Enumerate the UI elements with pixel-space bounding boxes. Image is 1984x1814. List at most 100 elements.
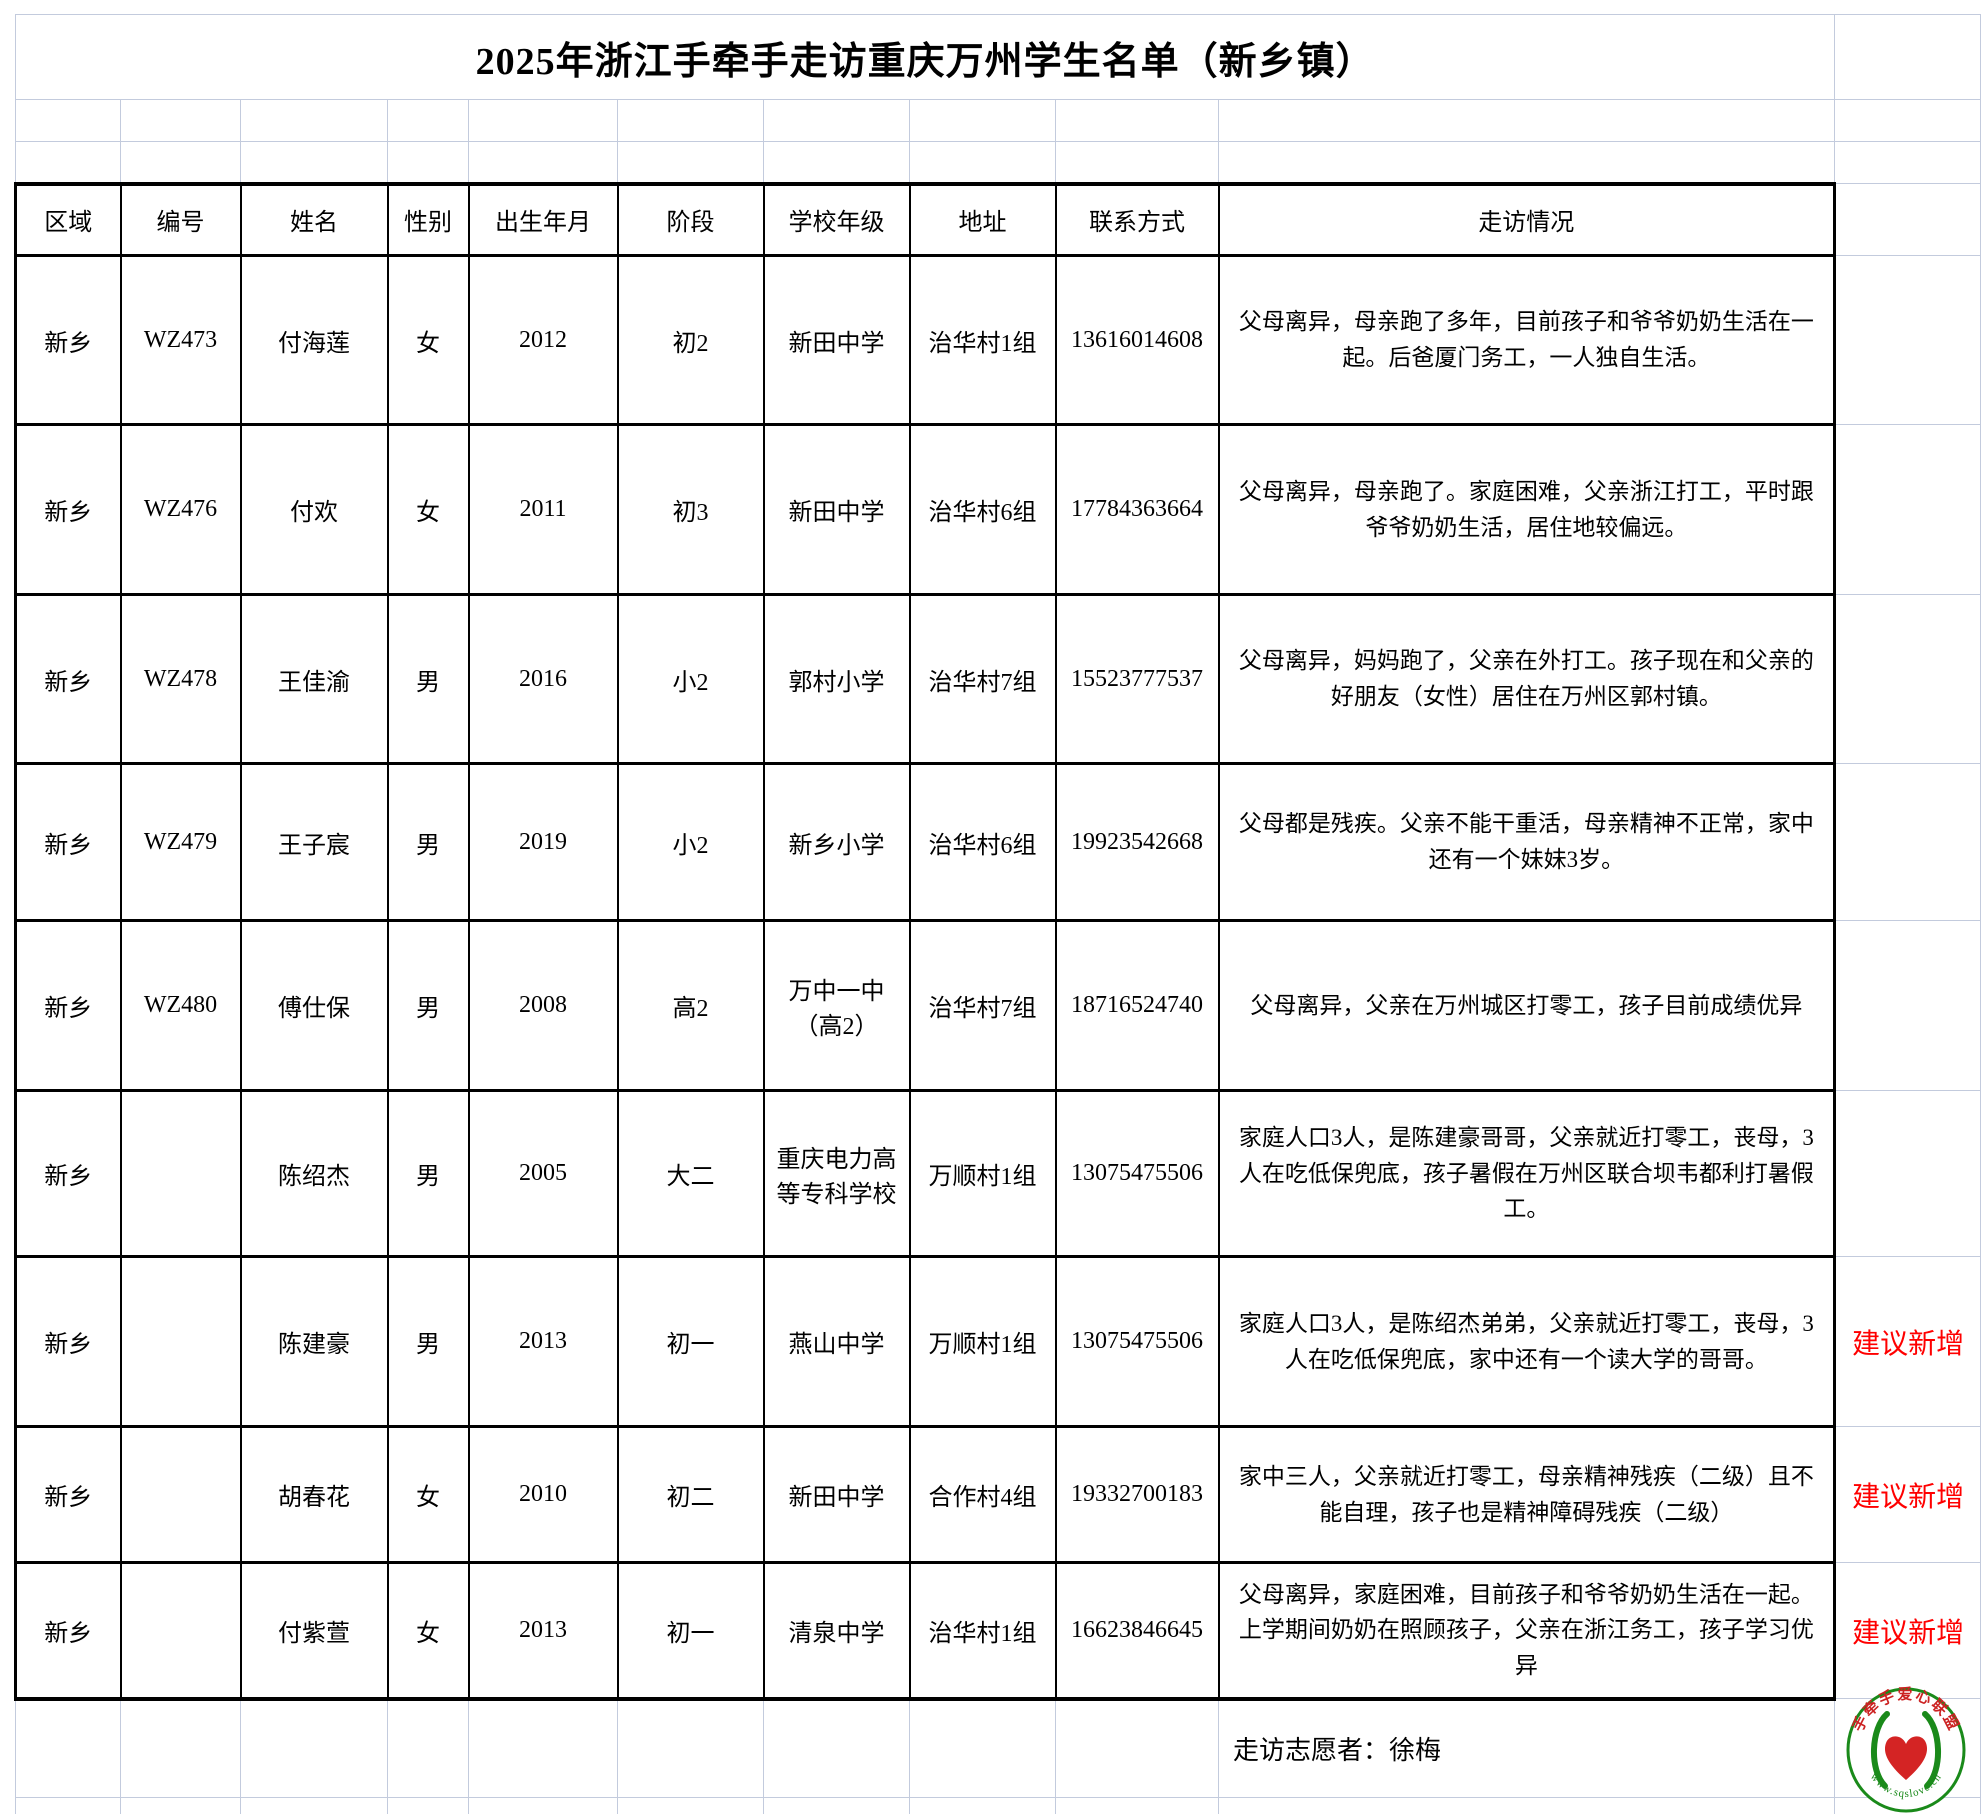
gender-cell: 男: [386, 1089, 470, 1258]
phone-cell: 18716524740: [1054, 919, 1220, 1092]
stage-cell: 小2: [616, 593, 765, 765]
empty-cell: [617, 1698, 764, 1798]
note-cell: 建议新增: [1834, 1426, 1982, 1563]
note-cell: [1834, 763, 1982, 921]
empty-cell: [617, 141, 764, 184]
empty-cell: [1834, 141, 1982, 184]
page-title: 2025年浙江手牵手走访重庆万州学生名单（新乡镇）: [14, 14, 1836, 100]
empty-cell: [1834, 99, 1982, 142]
birth-cell: 2010: [467, 1425, 619, 1564]
school-cell: 新田中学: [762, 423, 911, 596]
school-cell: 新田中学: [762, 1425, 911, 1564]
header-stage: 阶段: [616, 181, 765, 257]
header-phone: 联系方式: [1054, 181, 1220, 257]
id-cell: [119, 1089, 242, 1258]
empty-cell: [1834, 183, 1982, 256]
phone-cell: 16623846645: [1054, 1561, 1220, 1701]
phone-cell: 13075475506: [1054, 1255, 1220, 1428]
empty-cell: [909, 1797, 1056, 1814]
id-cell: WZ480: [119, 919, 242, 1092]
empty-row: [15, 141, 1982, 184]
empty-cell: [1217, 99, 1836, 142]
header-school: 学校年级: [762, 181, 911, 257]
region-cell: 新乡: [14, 1425, 122, 1564]
gender-cell: 男: [386, 762, 470, 922]
empty-cell: [1055, 1698, 1219, 1798]
note-cell: [1834, 1090, 1982, 1257]
phone-cell: 13075475506: [1054, 1089, 1220, 1258]
empty-cell: [763, 141, 910, 184]
note-cell: 建议新增: [1834, 1562, 1982, 1699]
name-cell: 胡春花: [239, 1425, 389, 1564]
table-row: 新乡 WZ479 王子宸 男 2019 小2 新乡小学 治华村6组 199235…: [14, 762, 1982, 922]
empty-cell: [120, 1797, 241, 1814]
gender-cell: 女: [386, 254, 470, 426]
empty-cell: [387, 1797, 469, 1814]
stage-cell: 初3: [616, 423, 765, 596]
table-row: 新乡 付紫萱 女 2013 初一 清泉中学 治华村1组 16623846645 …: [14, 1561, 1982, 1701]
visit-cell: 父母都是残疾。父亲不能干重活，母亲精神不正常，家中还有一个妹妹3岁。: [1217, 762, 1837, 922]
phone-cell: 17784363664: [1054, 423, 1220, 596]
birth-cell: 2012: [467, 254, 619, 426]
birth-cell: 2013: [467, 1561, 619, 1701]
table-row: 新乡 WZ478 王佳渝 男 2016 小2 郭村小学 治华村7组 155237…: [14, 593, 1982, 765]
address-cell: 合作村4组: [908, 1425, 1057, 1564]
empty-cell: [120, 99, 241, 142]
empty-cell: [468, 1797, 618, 1814]
charity-logo: 手牵手爱心联盟 www.sqslove.cn: [1845, 1685, 1967, 1814]
student-table: 2025年浙江手牵手走访重庆万州学生名单（新乡镇） 区域 编号 姓名 性别 出生…: [14, 14, 1982, 1814]
stage-cell: 初2: [616, 254, 765, 426]
region-cell: 新乡: [14, 762, 122, 922]
visit-cell: 父母离异，父亲在万州城区打零工，孩子目前成绩优异: [1217, 919, 1837, 1092]
gender-cell: 男: [386, 593, 470, 765]
empty-cell: [763, 1698, 910, 1798]
empty-cell: [15, 1797, 121, 1814]
phone-cell: 19923542668: [1054, 762, 1220, 922]
table-row: 新乡 胡春花 女 2010 初二 新田中学 合作村4组 19332700183 …: [14, 1425, 1982, 1564]
empty-row: [15, 1797, 1982, 1814]
id-cell: [119, 1425, 242, 1564]
stage-cell: 高2: [616, 919, 765, 1092]
empty-cell: [909, 1698, 1056, 1798]
gender-cell: 女: [386, 423, 470, 596]
empty-cell: [468, 1698, 618, 1798]
empty-cell: [468, 141, 618, 184]
name-cell: 付欢: [239, 423, 389, 596]
empty-cell: [15, 99, 121, 142]
address-cell: 万顺村1组: [908, 1089, 1057, 1258]
visit-cell: 父母离异，母亲跑了多年，目前孩子和爷爷奶奶生活在一起。后爸厦门务工，一人独自生活…: [1217, 254, 1837, 426]
name-cell: 王子宸: [239, 762, 389, 922]
note-cell: [1834, 424, 1982, 595]
birth-cell: 2011: [467, 423, 619, 596]
empty-cell: [15, 1698, 121, 1798]
table-row: 新乡 陈建豪 男 2013 初一 燕山中学 万顺村1组 13075475506 …: [14, 1255, 1982, 1428]
header-address: 地址: [908, 181, 1057, 257]
id-cell: WZ479: [119, 762, 242, 922]
note-cell: [1834, 255, 1982, 425]
birth-cell: 2013: [467, 1255, 619, 1428]
note-cell: [1834, 594, 1982, 764]
empty-cell: [763, 1797, 910, 1814]
birth-cell: 2016: [467, 593, 619, 765]
gender-cell: 女: [386, 1425, 470, 1564]
address-cell: 治华村1组: [908, 254, 1057, 426]
empty-cell: [468, 99, 618, 142]
volunteer-label: 走访志愿者：徐梅: [1217, 1698, 1836, 1798]
school-cell: 燕山中学: [762, 1255, 911, 1428]
empty-cell: [387, 99, 469, 142]
school-cell: 重庆电力高等专科学校: [762, 1089, 911, 1258]
name-cell: 王佳渝: [239, 593, 389, 765]
stage-cell: 初一: [616, 1561, 765, 1701]
school-cell: 清泉中学: [762, 1561, 911, 1701]
visit-cell: 家中三人，父亲就近打零工，母亲精神残疾（二级）且不能自理，孩子也是精神障碍残疾（…: [1217, 1425, 1837, 1564]
address-cell: 治华村1组: [908, 1561, 1057, 1701]
school-cell: 郭村小学: [762, 593, 911, 765]
address-cell: 万顺村1组: [908, 1255, 1057, 1428]
empty-cell: [387, 1698, 469, 1798]
empty-cell: [1055, 99, 1219, 142]
name-cell: 陈绍杰: [239, 1089, 389, 1258]
name-cell: 陈建豪: [239, 1255, 389, 1428]
empty-cell: [763, 99, 910, 142]
birth-cell: 2008: [467, 919, 619, 1092]
